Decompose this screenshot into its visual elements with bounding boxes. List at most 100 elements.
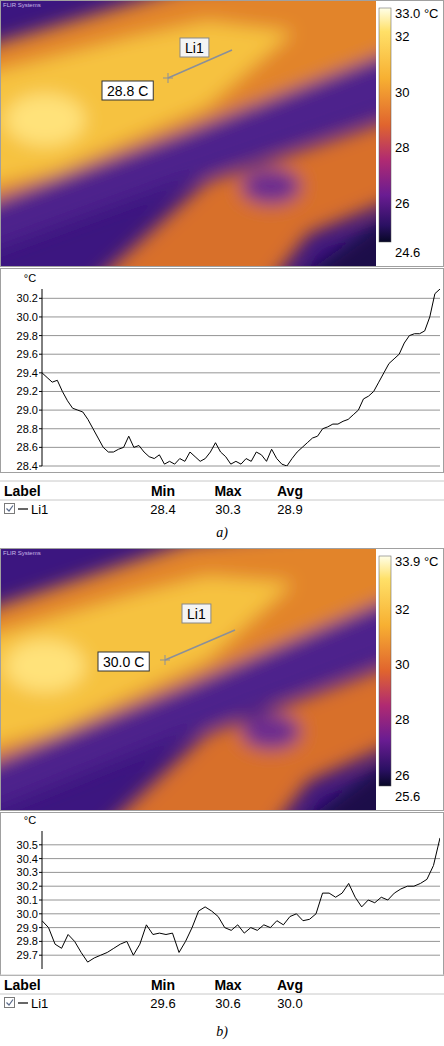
grid-line (42, 335, 440, 336)
thermal-regions (0, 0, 376, 266)
y-tick-label: 29.8 (17, 330, 38, 342)
profile-series (42, 838, 440, 962)
grid-line (42, 900, 440, 901)
y-tick-label: 30.0 (17, 908, 38, 920)
grid-line (42, 927, 440, 928)
thermal-region (83, 112, 376, 266)
table-cell: 30.6 (215, 996, 240, 1011)
colorbar-tick-label: 32 (395, 602, 409, 617)
colorbar-tick-label: 25.6 (395, 789, 420, 804)
table-header: Min (151, 483, 175, 499)
thermal-coolspot (241, 168, 301, 204)
thermal-regions (0, 548, 376, 810)
grid-line (42, 354, 440, 355)
table-header: Avg (277, 483, 303, 499)
colorbar-tick-label: 30 (395, 85, 409, 100)
grid-line (42, 428, 440, 429)
grid-line (42, 391, 440, 392)
y-axis (42, 289, 43, 466)
table-rule (0, 481, 444, 482)
panel-caption: a) (216, 525, 228, 541)
plot-area (42, 838, 440, 962)
crosshair (168, 73, 169, 83)
table-rule (0, 500, 444, 501)
table-cell: Li1 (31, 996, 48, 1011)
thermal-image: FLIR Systems (0, 0, 376, 266)
readout-box (98, 652, 149, 671)
line-label-box (182, 604, 211, 623)
thermal-coolspot (241, 713, 301, 749)
thermal-image: FLIR Systems (0, 548, 376, 810)
plot-area (42, 289, 440, 466)
grid-line (42, 466, 440, 467)
colorbar-tick-label: 26 (395, 196, 409, 211)
y-tick-label: 28.6 (17, 441, 38, 453)
thermal-region (278, 740, 376, 810)
y-tick-label: 30.0 (17, 311, 38, 323)
table-rule (0, 994, 444, 995)
y-axis-title: °C (24, 814, 36, 826)
colorbar-tick-label: 24.6 (395, 245, 420, 260)
figure: FLIR Systems 28.8 C Li1 24.6 26 28 30 32 33.0 °C… (0, 0, 444, 1046)
grid-line (42, 886, 440, 887)
checkbox-tick (7, 1000, 14, 1006)
image-frame (1, 1, 444, 267)
row-checkbox (5, 998, 15, 1008)
y-tick-label: 29.9 (17, 922, 38, 934)
grid-line (42, 410, 440, 411)
y-tick-label: 30.3 (17, 866, 38, 878)
profile-line (165, 630, 235, 660)
y-tick-label: 28.8 (17, 423, 38, 435)
grid-line (42, 372, 440, 373)
table-header: Min (151, 977, 175, 993)
table-header: Label (4, 483, 41, 499)
image-frame (1, 549, 444, 811)
readout: 28.8 C (107, 83, 148, 99)
table-header: Avg (277, 977, 303, 993)
profile-series (42, 289, 440, 466)
row-checkbox (5, 504, 15, 514)
series-swatch (18, 508, 28, 509)
y-tick-label: 30.2 (17, 880, 38, 892)
thermal-region (278, 197, 376, 266)
crosshair (165, 655, 166, 665)
y-axis-title: °C (24, 272, 36, 284)
grid-line (42, 844, 440, 845)
chart-frame (1, 269, 444, 473)
line-label: Li1 (187, 606, 206, 622)
table-header: Label (4, 977, 41, 993)
brand: FLIR Systems (3, 2, 41, 8)
chart-frame (1, 813, 444, 976)
y-tick-label: 30.2 (17, 292, 38, 304)
table-header: Max (214, 977, 241, 993)
series-swatch (18, 1002, 28, 1003)
colorbar-tick-label: 33.9 °C (395, 554, 439, 569)
colorbar (379, 556, 391, 786)
y-axis (42, 831, 43, 969)
line-label-box (180, 38, 209, 57)
colorbar-tick-label: 28 (395, 712, 409, 727)
y-tick-label: 30.5 (17, 839, 38, 851)
colorbar-tick-label: 32 (395, 29, 409, 44)
y-tick-label: 29.4 (17, 367, 38, 379)
y-tick-label: 28.4 (17, 460, 38, 472)
readout-box (102, 81, 153, 100)
grid-line (42, 941, 440, 942)
y-tick-label: 30.4 (17, 853, 38, 865)
y-tick-label: 29.7 (17, 949, 38, 961)
grid-line (42, 298, 440, 299)
table-rule (0, 975, 444, 976)
table-cell: 30.0 (277, 996, 302, 1011)
grid-line (42, 913, 440, 914)
line-label: Li1 (185, 40, 204, 56)
thermal-hotspot (5, 94, 85, 146)
colorbar-tick-label: 33.0 °C (395, 6, 439, 21)
brand: FLIR Systems (3, 550, 41, 556)
grid-line (42, 447, 440, 448)
table-cell: Li1 (31, 502, 48, 517)
grid-line (42, 872, 440, 873)
y-tick-label: 29.2 (17, 385, 38, 397)
y-tick-label: 29.8 (17, 935, 38, 947)
table-header: Max (214, 483, 241, 499)
table-cell: 28.9 (277, 502, 302, 517)
